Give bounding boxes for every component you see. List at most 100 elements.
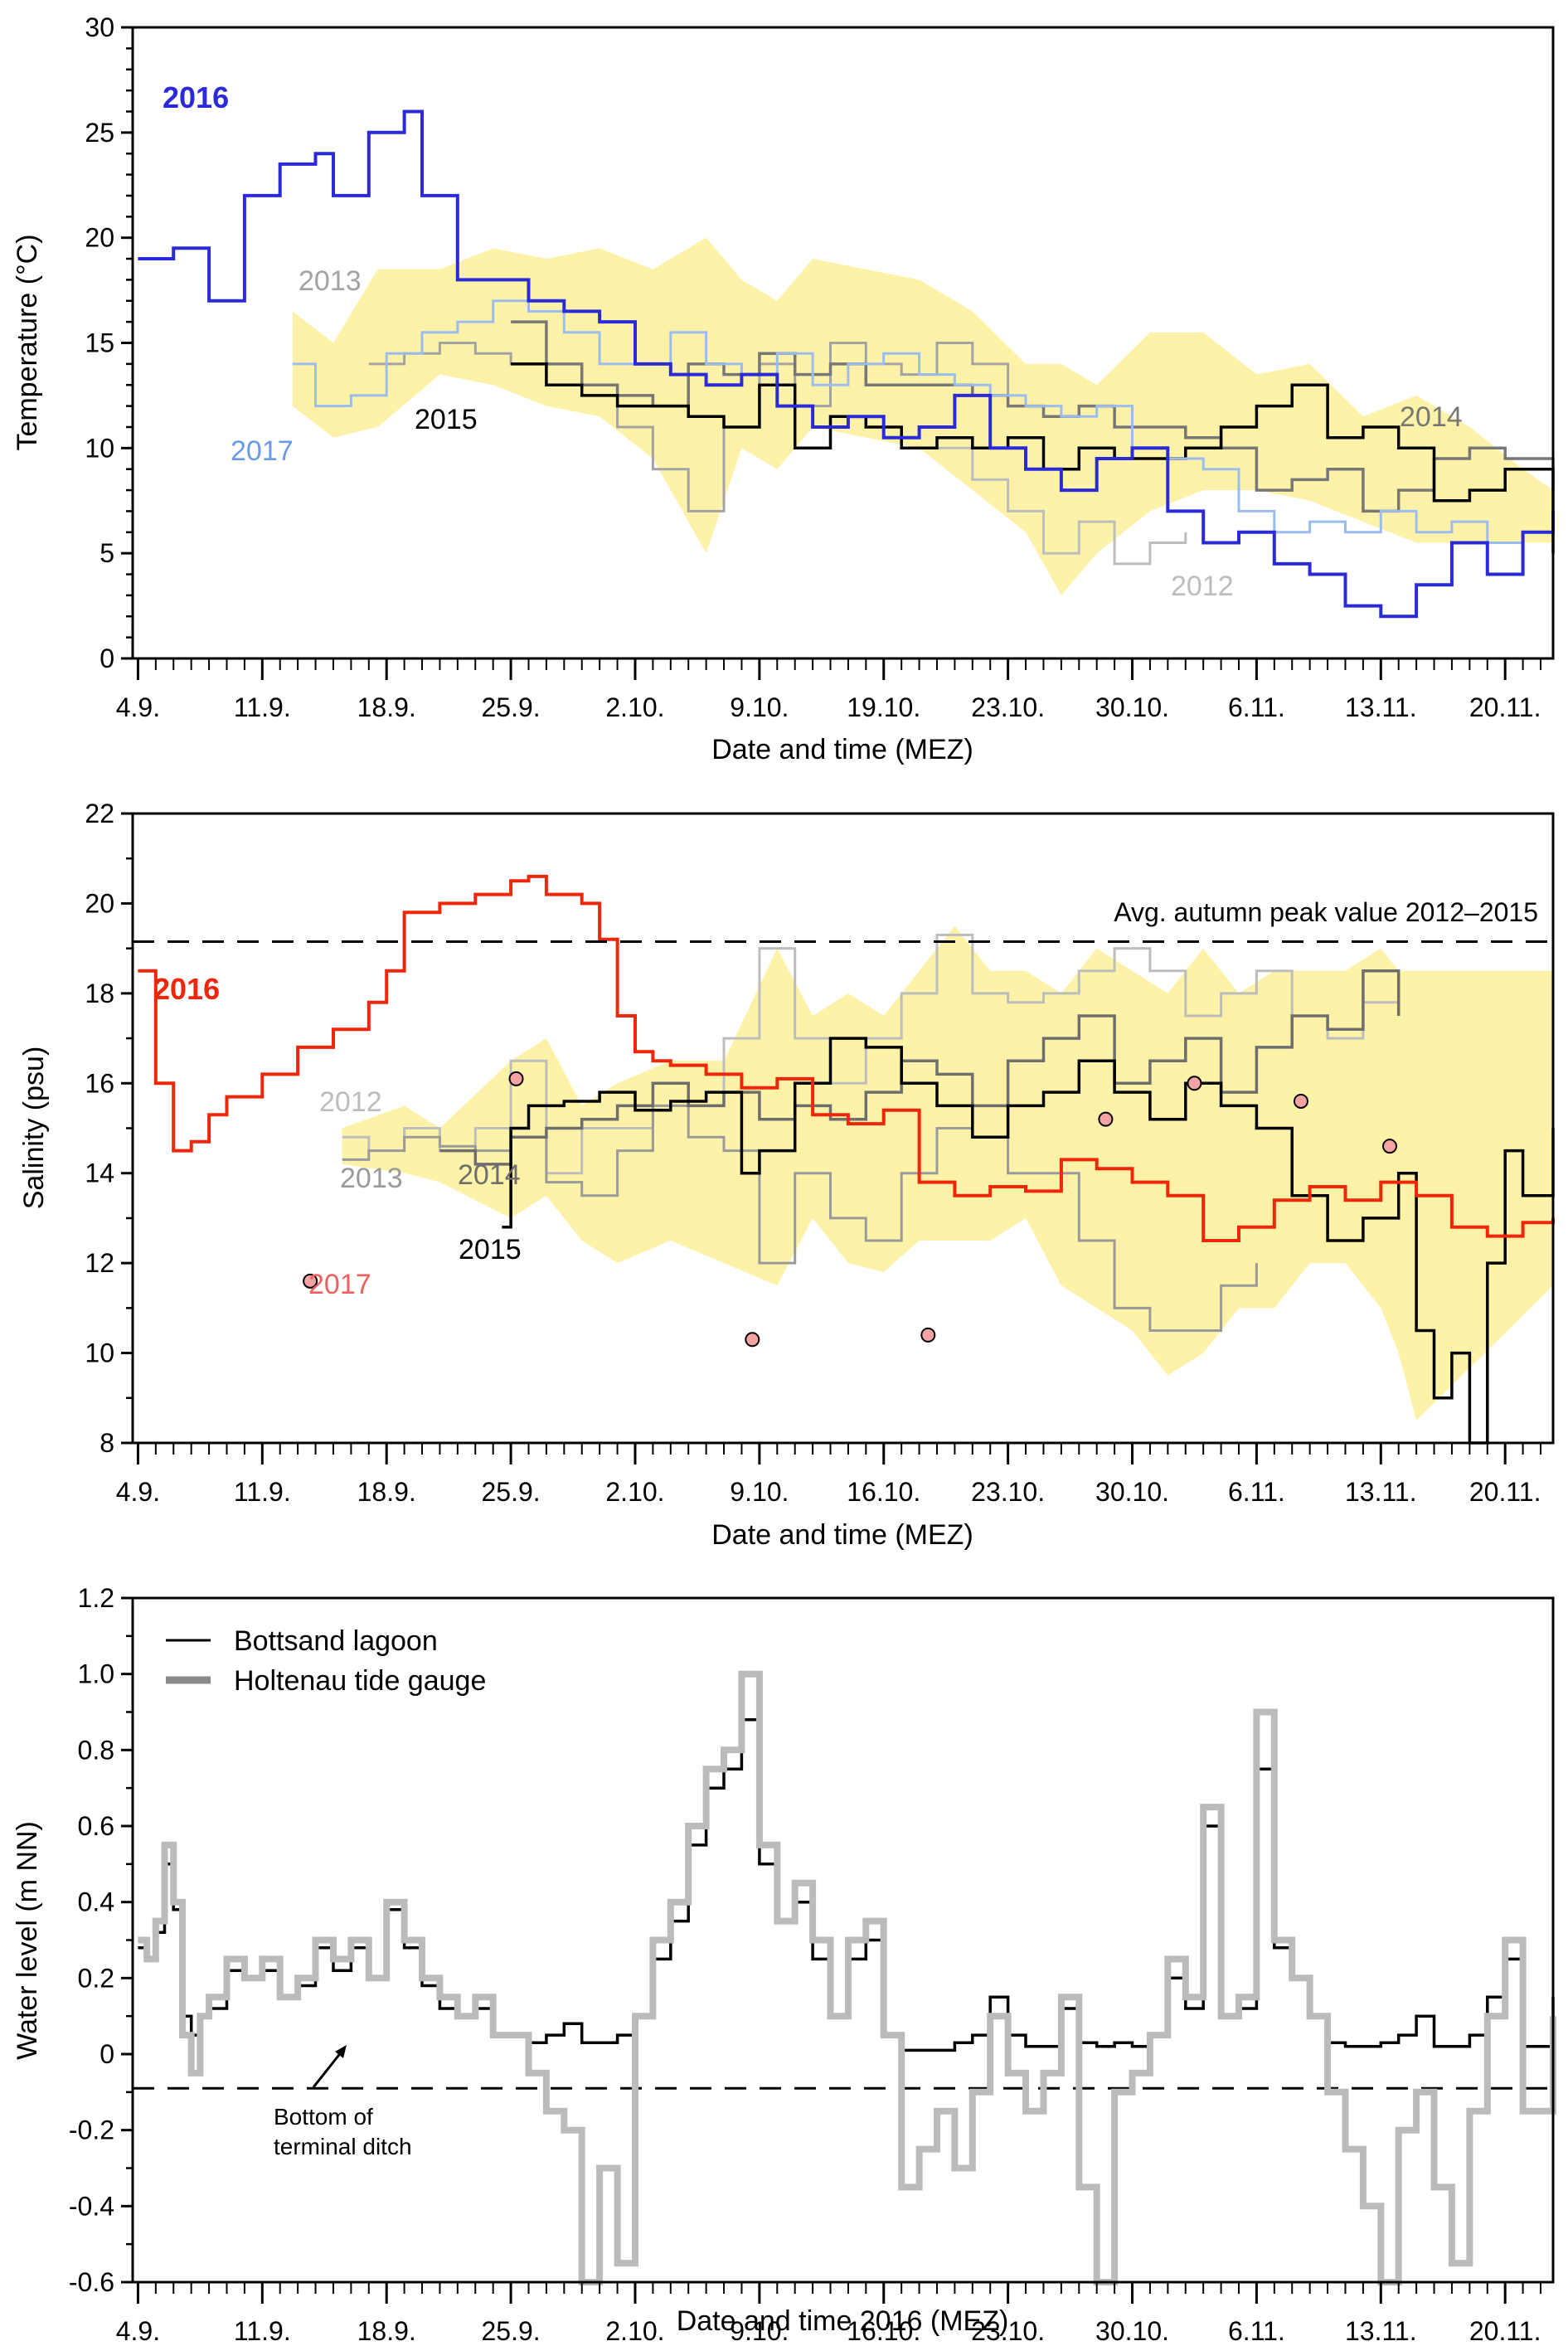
salinity-point-2017 (1293, 1093, 1308, 1109)
temperature-panel: 0 5 10 15 20 25 30 4.9. 11.9. 18.9. 25.9. 2.10. 9.10… (12, 12, 1555, 765)
water-level-panel: -0.6 -0.4 -0.2 0 0.2 0.4 0.6 0.8 1.0 1.2 4.9. 11.9.… (12, 1583, 1556, 2346)
temperature-range-band (292, 237, 1553, 595)
salinity-label-2013: 2013 (340, 1163, 403, 1194)
salinity-y-tick-label: 10 (85, 1338, 114, 1368)
salinity-y-tick-label: 12 (85, 1248, 114, 1278)
salinity-series-2012 (342, 933, 1401, 1175)
salinity-y-tick-label: 20 (85, 888, 114, 918)
temperature-x-tick-label: 9.10. (730, 692, 789, 722)
salinity-point-2017 (303, 1273, 318, 1289)
water-level-y-tick-label: 0.8 (78, 1735, 114, 1765)
temperature-x-tick-label: 13.11. (1345, 692, 1417, 722)
water-level-y-tick-label: 0.4 (78, 1887, 114, 1917)
temperature-label-2017: 2017 (231, 435, 294, 467)
salinity-x-tick-label: 18.9. (357, 1477, 416, 1507)
salinity-range-band (342, 925, 1554, 1421)
salinity-label-2017: 2017 (308, 1269, 371, 1300)
temperature-series-2017 (292, 299, 1553, 544)
temperature-y-tick-label: 5 (100, 538, 114, 568)
salinity-x-tick-label: 9.10. (730, 1477, 789, 1507)
salinity-x-tick-label: 2.10. (605, 1477, 664, 1507)
water-level-x-tick-label: 18.9. (357, 2316, 416, 2346)
salinity-x-tick-label: 4.9. (116, 1477, 160, 1507)
salinity-panel: 8 10 12 14 16 18 20 22 4.9. 11.9. 18.9. 25.9. 2.10. 9… (18, 799, 1555, 1551)
temperature-x-axis-title: Date and time (MEZ) (711, 734, 973, 765)
temperature-y-tick-label: 0 (100, 644, 114, 673)
temperature-x-tick-label: 18.9. (357, 692, 416, 722)
salinity-series-2014 (439, 969, 1401, 1166)
salinity-label-2012: 2012 (319, 1086, 382, 1118)
temperature-label-2013: 2013 (299, 265, 362, 297)
temperature-series-2016 (138, 109, 1555, 619)
temperature-x-tick-label: 23.10. (971, 692, 1045, 722)
salinity-series-2015 (502, 1037, 1555, 1445)
temperature-x-tick-label: 6.11. (1228, 692, 1285, 722)
salinity-axes: 8 10 12 14 16 18 20 22 4.9. 11.9. 18.9. 25.9. 2.10. 9… (85, 799, 1555, 1507)
reference-arrow-head (335, 2045, 347, 2058)
temperature-label-2014: 2014 (1400, 401, 1463, 433)
water-level-x-tick-label: 6.11. (1228, 2316, 1285, 2346)
salinity-reference-label: Avg. autumn peak value 2012–2015 (1114, 897, 1538, 927)
water-level-y-axis-title: Water level (m NN) (12, 1821, 43, 2060)
water-level-y-tick-label: -0.2 (69, 2115, 114, 2145)
temperature-x-tick-label: 20.11. (1469, 692, 1541, 722)
water-level-series-holtenau-tide-gauge (138, 1670, 1556, 2285)
temperature-y-tick-label: 10 (85, 433, 114, 463)
temperature-label-2016: 2016 (163, 80, 229, 114)
water-level-x-tick-label: 9.10. (730, 2316, 789, 2346)
salinity-band-area (342, 925, 1554, 1421)
water-level-x-tick-label: 30.10. (1095, 2316, 1169, 2346)
salinity-label-2016: 2016 (153, 972, 220, 1006)
salinity-2017-points (303, 1071, 1398, 1348)
salinity-label-2014: 2014 (458, 1159, 521, 1191)
salinity-series-2016 (138, 874, 1555, 1242)
salinity-x-tick-label: 16.10. (847, 1477, 920, 1507)
water-level-y-tick-label: -0.6 (69, 2267, 114, 2297)
water-level-axes: -0.6 -0.4 -0.2 0 0.2 0.4 0.6 0.8 1.0 1.2 4.9. 11.9.… (69, 1583, 1555, 2346)
reference-label-line1: Bottom of (274, 2104, 373, 2130)
temperature-x-tick-label: 11.9. (234, 692, 291, 722)
legend-label-bottsand: Bottsand lagoon (234, 1625, 438, 1657)
salinity-label-2015: 2015 (459, 1234, 522, 1265)
water-level-x-tick-label: 16.10. (847, 2316, 920, 2346)
temperature-series-2013 (368, 342, 1010, 512)
water-level-y-tick-label: 0 (100, 2039, 114, 2069)
water-level-y-tick-label: 0.2 (78, 1963, 114, 1993)
salinity-y-tick-label: 8 (100, 1428, 114, 1458)
temperature-label-2012: 2012 (1171, 571, 1234, 602)
temperature-series-group (138, 109, 1555, 619)
temperature-series-2015 (511, 362, 1555, 554)
temperature-y-tick-label: 15 (85, 328, 114, 358)
water-level-x-tick-label: 11.9. (234, 2316, 291, 2346)
temperature-label-2015: 2015 (415, 404, 478, 435)
water-level-x-tick-label: 4.9. (116, 2316, 160, 2346)
temperature-x-tick-label: 25.9. (482, 692, 541, 722)
temperature-x-tick-label: 19.10. (847, 692, 920, 722)
salinity-y-axis-title: Salinity (psu) (18, 1047, 50, 1210)
water-level-series-group (138, 1670, 1556, 2285)
salinity-x-tick-label: 25.9. (482, 1477, 541, 1507)
temperature-y-axis-title: Temperature (°C) (12, 234, 43, 450)
salinity-y-tick-label: 14 (85, 1158, 114, 1188)
water-level-y-tick-label: 1.0 (78, 1659, 114, 1689)
water-level-x-tick-label: 13.11. (1345, 2316, 1417, 2346)
salinity-series-group (138, 874, 1555, 1445)
water-level-x-axis-title: Date and time 2016 (MEZ) (677, 2305, 1009, 2337)
reference-label-line2: terminal ditch (274, 2134, 412, 2159)
salinity-series-2013 (342, 1104, 1258, 1332)
legend: Bottsand lagoon Holtenau tide gauge (166, 1625, 486, 1697)
salinity-x-tick-label: 30.10. (1095, 1477, 1169, 1507)
salinity-point-2017 (1187, 1076, 1202, 1091)
water-level-x-tick-label: 20.11. (1469, 2316, 1541, 2346)
water-level-x-tick-label: 23.10. (971, 2316, 1045, 2346)
water-level-y-tick-label: 1.2 (78, 1583, 114, 1613)
temperature-y-tick-label: 30 (85, 12, 114, 42)
salinity-x-axis-title: Date and time (MEZ) (711, 1519, 973, 1551)
water-level-x-tick-label: 25.9. (482, 2316, 541, 2346)
salinity-x-tick-label: 20.11. (1469, 1477, 1541, 1507)
temperature-series-2012 (937, 446, 1187, 566)
temperature-y-tick-label: 25 (85, 118, 114, 148)
reference-arrow (312, 2051, 343, 2088)
salinity-point-2017 (920, 1327, 936, 1343)
